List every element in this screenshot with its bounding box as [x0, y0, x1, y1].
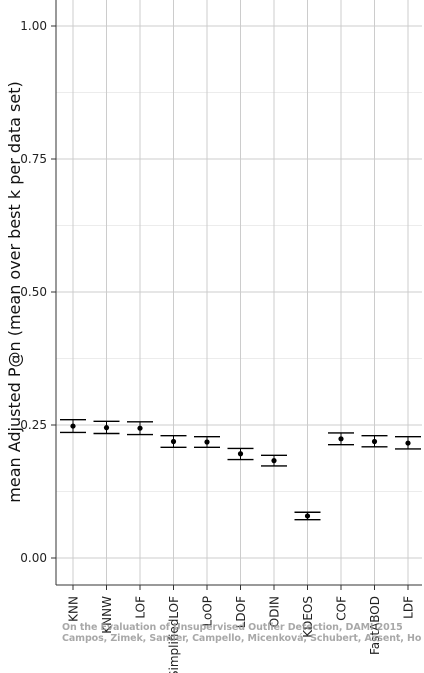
mean-point: [372, 439, 377, 444]
y-axis-title: mean Adjusted P@n (mean over best k per …: [5, 81, 24, 502]
watermark-line-1: On the Evaluation of Unsupervised Outlie…: [62, 622, 422, 633]
mean-point: [104, 425, 109, 430]
mean-point: [204, 439, 209, 444]
mean-point: [70, 423, 75, 428]
y-tick-label: 1.00: [20, 19, 47, 33]
y-tick-label: 0.75: [20, 152, 47, 166]
x-tick-label: KNN: [67, 596, 81, 622]
y-axis: 0.00 0.25 0.50 0.75 1.00: [20, 19, 56, 565]
mean-point: [405, 440, 410, 445]
mean-point: [238, 451, 243, 456]
y-tick-label: 0.25: [20, 418, 47, 432]
x-tick-label: COF: [335, 596, 349, 621]
mean-point: [137, 426, 142, 431]
x-tick-label: LDF: [402, 596, 416, 619]
mean-point: [338, 436, 343, 441]
mean-point: [171, 439, 176, 444]
watermark-line-2: Campos, Zimek, Sander, Campello, Micenko…: [62, 633, 422, 644]
y-tick-label: 0.50: [20, 285, 47, 299]
mean-point: [305, 513, 310, 518]
mean-point: [271, 458, 276, 463]
y-tick-label: 0.00: [20, 551, 47, 565]
x-tick-label: LOF: [134, 596, 148, 619]
